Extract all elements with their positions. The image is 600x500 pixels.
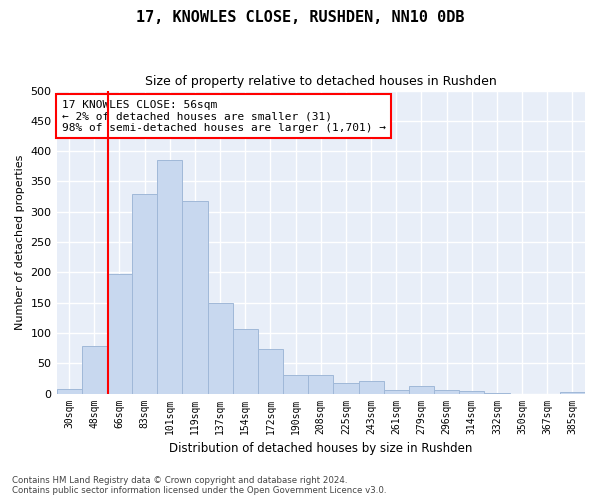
Bar [560,392,585,394]
Y-axis label: Number of detached properties: Number of detached properties [15,154,25,330]
Bar [107,274,132,394]
Bar [308,376,334,394]
Bar [383,390,409,394]
Bar [233,328,258,394]
Bar [459,391,484,394]
Title: Size of property relative to detached houses in Rushden: Size of property relative to detached ho… [145,75,497,88]
Bar [484,393,509,394]
Text: 17, KNOWLES CLOSE, RUSHDEN, NN10 0DB: 17, KNOWLES CLOSE, RUSHDEN, NN10 0DB [136,10,464,25]
Bar [56,388,82,394]
Bar [132,194,157,394]
X-axis label: Distribution of detached houses by size in Rushden: Distribution of detached houses by size … [169,442,472,455]
Bar [182,201,208,394]
Bar [334,382,359,394]
Text: 17 KNOWLES CLOSE: 56sqm
← 2% of detached houses are smaller (31)
98% of semi-det: 17 KNOWLES CLOSE: 56sqm ← 2% of detached… [62,100,386,133]
Bar [434,390,459,394]
Text: Contains HM Land Registry data © Crown copyright and database right 2024.
Contai: Contains HM Land Registry data © Crown c… [12,476,386,495]
Bar [157,160,182,394]
Bar [283,376,308,394]
Bar [258,350,283,394]
Bar [82,346,107,394]
Bar [359,382,383,394]
Bar [409,386,434,394]
Bar [208,302,233,394]
